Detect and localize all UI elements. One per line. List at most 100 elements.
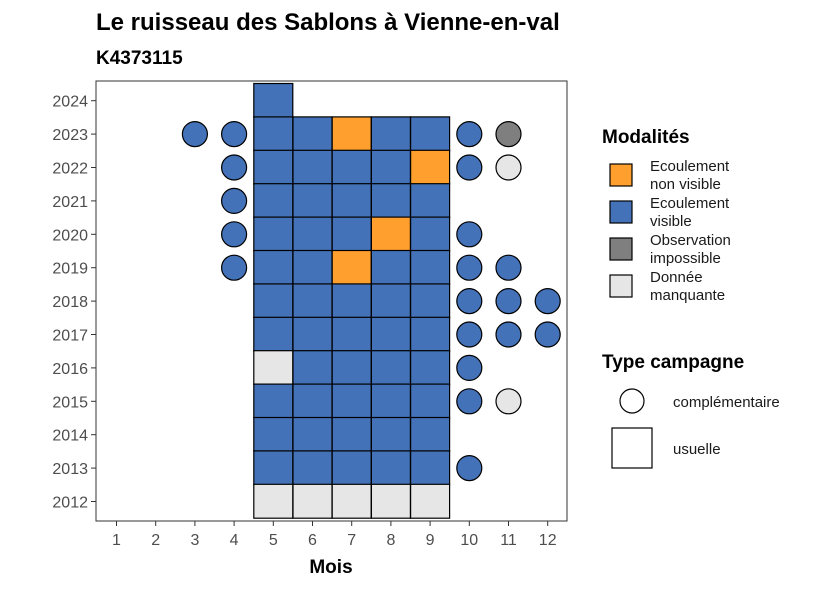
usuelle-cell-2017-9 (410, 316, 451, 352)
usuelle-cell-2013-7 (331, 450, 372, 486)
usuelle-cell-2021-8 (370, 183, 411, 219)
usuelle-cell-2024-5 (253, 82, 294, 119)
x-tick-label-12: 12 (539, 532, 557, 549)
y-tick-label-2021: 2021 (52, 194, 88, 211)
complementaire-point-2023-11 (495, 121, 522, 148)
usuelle-cell-2019-8 (370, 249, 411, 286)
complementaire-point-2013-10 (456, 455, 483, 482)
complementaire-point-2017-11 (495, 321, 522, 348)
usuelle-cell-2018-6 (292, 283, 333, 319)
complementaire-point-2015-11 (495, 388, 522, 415)
legend-key-oi (609, 237, 633, 261)
legend-label-oi: Observation impossible (650, 232, 731, 267)
complementaire-point-2022-11 (495, 154, 522, 181)
usuelle-cell-2016-9 (410, 350, 451, 386)
usuelle-cell-2017-7 (331, 316, 372, 352)
x-tick-label-9: 9 (426, 532, 435, 549)
x-tick-label-4: 4 (230, 532, 239, 549)
usuelle-cell-2023-9 (410, 116, 451, 152)
usuelle-cell-2017-6 (292, 316, 333, 352)
usuelle-cell-2020-7 (331, 216, 372, 252)
complementaire-point-2015-10 (456, 388, 483, 415)
complementaire-point-2023-3 (181, 121, 208, 148)
legend-key-usu (611, 427, 653, 469)
usuelle-cell-2021-7 (331, 183, 372, 219)
complementaire-point-2017-12 (534, 321, 561, 348)
usuelle-cell-2014-7 (331, 416, 372, 453)
usuelle-cell-2016-8 (370, 350, 411, 386)
legend-key-nv (609, 163, 633, 187)
usuelle-cell-2014-6 (292, 416, 333, 453)
usuelle-cell-2012-8 (370, 483, 411, 519)
y-tick-label-2016: 2016 (52, 361, 88, 378)
x-tick-label-1: 1 (112, 532, 121, 549)
usuelle-cell-2012-6 (292, 483, 333, 519)
y-tick-label-2013: 2013 (52, 461, 88, 478)
legend-key-dm (609, 274, 633, 298)
legend-label-comp: complémentaire (673, 394, 780, 411)
x-tick-label-6: 6 (308, 532, 317, 549)
legend-type-title: Type campagne (602, 352, 744, 373)
usuelle-cell-2015-9 (410, 383, 451, 419)
usuelle-cell-2020-5 (253, 216, 294, 252)
y-tick-label-2020: 2020 (52, 227, 88, 244)
x-tick-label-5: 5 (269, 532, 278, 549)
x-tick-label-3: 3 (190, 532, 199, 549)
complementaire-point-2023-10 (456, 121, 483, 148)
usuelle-cell-2018-8 (370, 283, 411, 319)
complementaire-point-2016-10 (456, 354, 483, 381)
y-tick-label-2012: 2012 (52, 495, 88, 512)
usuelle-cell-2012-5 (253, 483, 294, 519)
legend-label-v: Ecoulement visible (650, 195, 730, 230)
usuelle-cell-2019-9 (410, 249, 451, 286)
usuelle-cell-2016-5 (253, 350, 294, 386)
usuelle-cell-2020-6 (292, 216, 333, 252)
usuelle-cell-2016-6 (292, 350, 333, 386)
y-tick-label-2022: 2022 (52, 161, 88, 178)
usuelle-cell-2022-6 (292, 149, 333, 185)
complementaire-point-2019-10 (456, 254, 483, 281)
legend-modalites-title: Modalités (602, 127, 690, 148)
legend-label-dm: Donnée manquante (650, 269, 725, 304)
usuelle-cell-2014-9 (410, 416, 451, 453)
usuelle-cell-2014-5 (253, 416, 294, 453)
complementaire-point-2018-12 (534, 288, 561, 315)
complementaire-point-2021-4 (221, 187, 248, 214)
y-tick-label-2024: 2024 (52, 94, 88, 111)
usuelle-cell-2023-5 (253, 116, 294, 152)
complementaire-point-2022-4 (221, 154, 248, 181)
usuelle-cell-2015-7 (331, 383, 372, 419)
legend-label-usu: usuelle (673, 441, 721, 458)
usuelle-cell-2021-9 (410, 183, 451, 219)
x-tick-label-10: 10 (460, 532, 478, 549)
x-tick-label-2: 2 (151, 532, 160, 549)
plot-area: 1 2 3 4 5 6 7 8 9 10 11 122012201320142015201620172… (52, 80, 568, 549)
usuelle-cell-2016-7 (331, 350, 372, 386)
usuelle-cell-2018-9 (410, 283, 451, 319)
usuelle-cell-2018-7 (331, 283, 372, 319)
y-tick-label-2018: 2018 (52, 294, 88, 311)
complementaire-point-2020-10 (456, 221, 483, 248)
usuelle-cell-2022-8 (370, 149, 411, 185)
usuelle-cell-2022-5 (253, 149, 294, 185)
usuelle-cell-2023-7 (331, 116, 372, 152)
legend-key-v (609, 200, 633, 224)
chart-title: Le ruisseau des Sablons à Vienne-en-val (96, 9, 560, 36)
usuelle-cell-2019-7 (331, 249, 372, 286)
usuelle-cell-2023-6 (292, 116, 333, 152)
complementaire-point-2023-4 (221, 121, 248, 148)
usuelle-cell-2020-9 (410, 216, 451, 252)
complementaire-point-2019-4 (221, 254, 248, 281)
chart-subtitle: K4373115 (96, 48, 183, 69)
x-tick-label-7: 7 (347, 532, 356, 549)
x-tick-label-11: 11 (500, 532, 517, 549)
complementaire-point-2017-10 (456, 321, 483, 348)
usuelle-cell-2019-5 (253, 249, 294, 286)
usuelle-cell-2013-9 (410, 450, 451, 486)
x-axis-title: Mois (309, 557, 352, 578)
usuelle-cell-2020-8 (370, 216, 411, 252)
usuelle-cell-2018-5 (253, 283, 294, 319)
usuelle-cell-2012-7 (331, 483, 372, 519)
usuelle-cell-2015-8 (370, 383, 411, 419)
